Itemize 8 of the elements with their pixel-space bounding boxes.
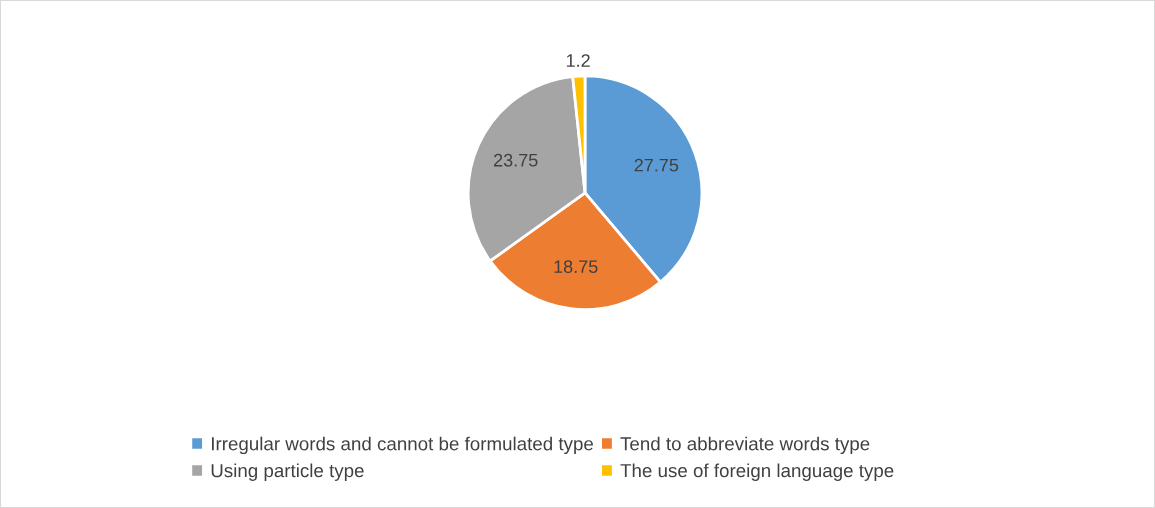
legend-label: Irregular words and cannot be formulated type — [212, 436, 593, 455]
data-label: 1.2 — [566, 54, 590, 67]
legend-label: The use of foreign language type — [620, 463, 894, 481]
legend-label: Tend to abbreviate words type — [620, 436, 870, 455]
data-label: 18.75 — [554, 260, 598, 273]
legend-label: Using particle type — [211, 463, 364, 481]
data-label: 23.75 — [494, 153, 538, 167]
data-label: 27.75 — [634, 158, 679, 172]
